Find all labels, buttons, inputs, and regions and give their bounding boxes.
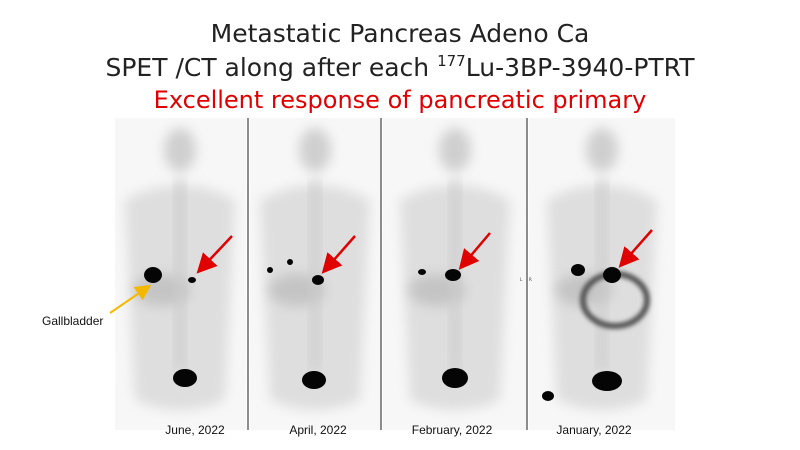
date-caption: February, 2022 [412,423,493,437]
uptake [312,275,324,285]
red-arrow [618,229,653,268]
uptake [592,371,622,391]
body-head [164,128,196,172]
body-spine [311,180,319,370]
date-caption: April, 2022 [289,423,347,437]
uptake [603,267,621,283]
title-text: SPET /CT along after each [105,53,437,82]
red-arrow [458,232,491,270]
body-spine [176,180,184,370]
uptake [445,269,461,281]
body-head [586,128,618,172]
scan-panel: April, 2022 [247,118,380,437]
subtitle: Excellent response of pancreatic primary [154,86,647,114]
title-line: Metastatic Pancreas Adeno Ca [211,19,590,48]
title-text: Lu-3BP-3940-PTRT [466,53,696,82]
uptake [173,369,197,387]
uptake [302,371,326,389]
uptake [144,267,162,283]
red-arrow [196,235,233,274]
body-head [439,128,471,172]
scan-panel: June, 2022 [115,118,246,437]
gallbladder-arrow [109,284,152,314]
title-line: SPET /CT along after each 177Lu-3BP-3940… [105,52,695,82]
side-marker: R [529,277,532,282]
uptake [267,267,273,273]
date-caption: June, 2022 [165,423,225,437]
uptake [287,259,293,265]
uptake [418,269,426,275]
date-caption: January, 2022 [556,423,631,437]
uptake [542,391,554,401]
scan-panel: January, 2022 [526,118,675,437]
scan-panel: February, 2022 [380,118,526,437]
scan-panels: June, 2022 April, 2022 February, 2022 Janua… [115,118,675,437]
body-head [299,128,331,172]
uptake [571,264,585,276]
uptake [442,368,468,388]
gallbladder-label: Gallbladder [42,314,103,328]
uptake [188,277,196,283]
superscript: 177 [437,52,466,70]
red-arrow [321,235,356,274]
side-marker: L [520,277,523,282]
